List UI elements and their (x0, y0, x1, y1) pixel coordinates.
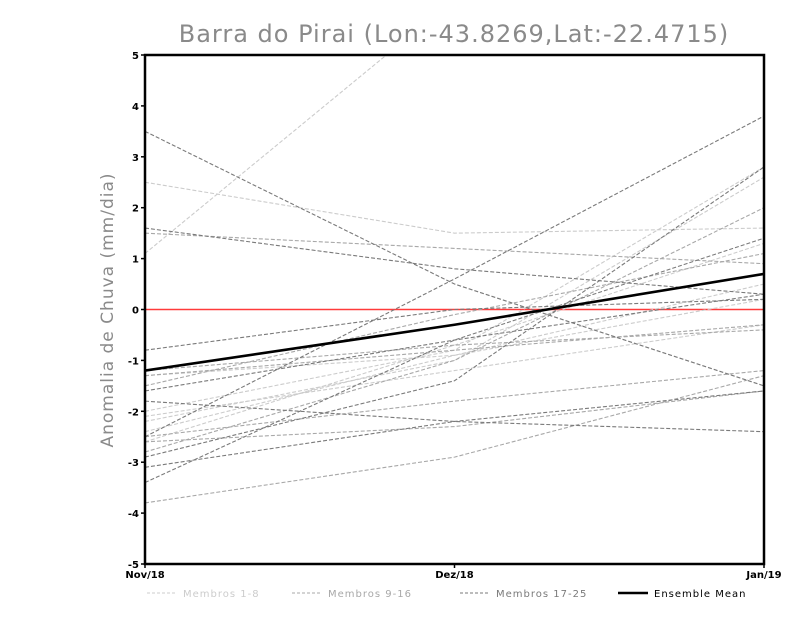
member-line-19 (145, 115, 764, 438)
member-line-13 (145, 375, 764, 504)
y-tick-label: -3 (128, 458, 139, 469)
ticks-layer: -5 -4 -3 -2 -1 0 1 2 3 4 5 Nov/18 Dez/18 Jan/19 (125, 51, 781, 581)
member-line-16 (145, 390, 764, 443)
y-tick-label: 1 (132, 255, 139, 266)
member-line-6 (145, 283, 764, 377)
y-axis-label: Anomalia de Chuva (mm/dia) (98, 172, 118, 447)
legend-label: Membros 9-16 (328, 589, 412, 600)
member-line-1 (145, 55, 388, 254)
y-tick-label: -5 (128, 560, 139, 571)
member-line-7 (145, 298, 764, 433)
x-tick-label: Dez/18 (435, 570, 474, 581)
member-line-20 (145, 298, 764, 351)
member-line-17 (145, 130, 764, 387)
y-tick-label: -1 (128, 356, 139, 367)
x-tick-label: Jan/19 (745, 570, 781, 581)
member-line-5 (145, 242, 764, 443)
x-tick-label: Nov/18 (125, 570, 164, 581)
y-tick-label: 2 (132, 204, 139, 215)
member-line-4 (145, 176, 764, 423)
plot-frame (143, 53, 766, 566)
member-line-14 (145, 324, 764, 377)
series-layer (145, 55, 764, 504)
y-tick-label: 0 (132, 306, 139, 317)
legend-label: Membros 1-8 (183, 589, 260, 600)
y-tick-label: 3 (132, 153, 139, 164)
y-tick-label: 5 (132, 51, 139, 62)
member-line-12 (145, 207, 764, 453)
y-tick-label: -2 (128, 407, 139, 418)
member-line-9 (145, 232, 764, 265)
member-line-3 (145, 166, 764, 412)
member-line-18 (145, 227, 764, 295)
legend: Membros 1-8 Membros 9-16 Membros 17-25 Ense… (147, 589, 746, 600)
member-line-24 (145, 390, 764, 468)
member-line-8 (145, 324, 764, 417)
member-line-15 (145, 252, 764, 387)
member-line-11 (145, 370, 764, 438)
chart-title: Barra do Pirai (Lon:-43.8269,Lat:-22.471… (179, 20, 730, 48)
member-line-2 (145, 181, 764, 234)
legend-label: Ensemble Mean (654, 589, 746, 600)
ensemble-mean-line (145, 272, 764, 372)
y-tick-label: 4 (132, 102, 139, 113)
member-line-21 (145, 293, 764, 392)
member-line-23 (145, 166, 764, 458)
legend-label: Membros 17-25 (496, 589, 587, 600)
member-line-22 (145, 400, 764, 433)
y-tick-label: -4 (128, 509, 139, 520)
